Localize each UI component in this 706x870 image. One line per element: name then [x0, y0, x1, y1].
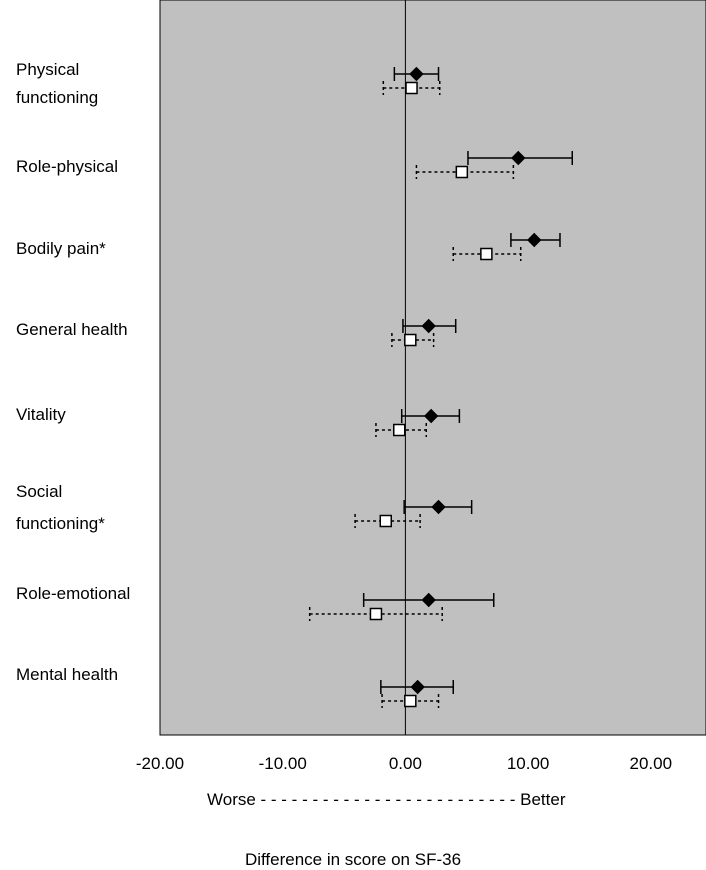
point-s1-6	[369, 607, 383, 621]
x-axis-label: Difference in score on SF-36	[244, 850, 462, 869]
point-s1-7	[404, 694, 417, 708]
category-labels: Physical functioning Role-physical Bodily p…	[16, 60, 130, 684]
point-s1-4	[393, 423, 406, 437]
category-label-0-1: functioning	[16, 88, 98, 107]
x-tick-label-1: -10.00	[259, 754, 307, 773]
x-tick-label-2: 0.00	[389, 754, 422, 773]
category-label-0-0: Physical	[16, 60, 79, 79]
point-s0-1	[511, 150, 526, 166]
category-label-7-0: Mental health	[16, 665, 118, 684]
x-tick-label-3: 10.00	[507, 754, 550, 773]
series-layer	[308, 66, 574, 708]
point-s0-4	[423, 408, 439, 424]
point-s1-2	[480, 247, 493, 261]
point-s0-7	[410, 679, 425, 695]
point-s1-3	[404, 333, 417, 347]
category-label-3-0: General health	[16, 320, 128, 339]
point-s0-3	[421, 318, 436, 334]
category-label-6-0: Role-emotional	[16, 584, 130, 603]
point-s0-6	[421, 592, 436, 608]
direction-label: Worse - - - - - - - - - - - - - - - - - …	[207, 790, 566, 809]
category-label-2-0: Bodily pain*	[16, 239, 106, 258]
point-s1-0	[405, 81, 418, 95]
x-tick-labels: -20.00 -10.00 0.00 10.00 20.00	[136, 754, 672, 773]
category-label-5-0: Social	[16, 482, 62, 501]
point-s1-5	[379, 514, 393, 528]
point-s0-5	[431, 499, 446, 515]
category-label-5-1: functioning*	[16, 514, 105, 533]
plot-area	[159, 0, 706, 736]
category-label-1-0: Role-physical	[16, 157, 118, 176]
category-label-4-0: Vitality	[16, 405, 66, 424]
x-tick-label-0: -20.00	[136, 754, 184, 773]
x-tick-label-4: 20.00	[630, 754, 673, 773]
point-s0-2	[527, 232, 542, 248]
point-s0-0	[409, 66, 424, 82]
point-s1-1	[455, 165, 469, 179]
